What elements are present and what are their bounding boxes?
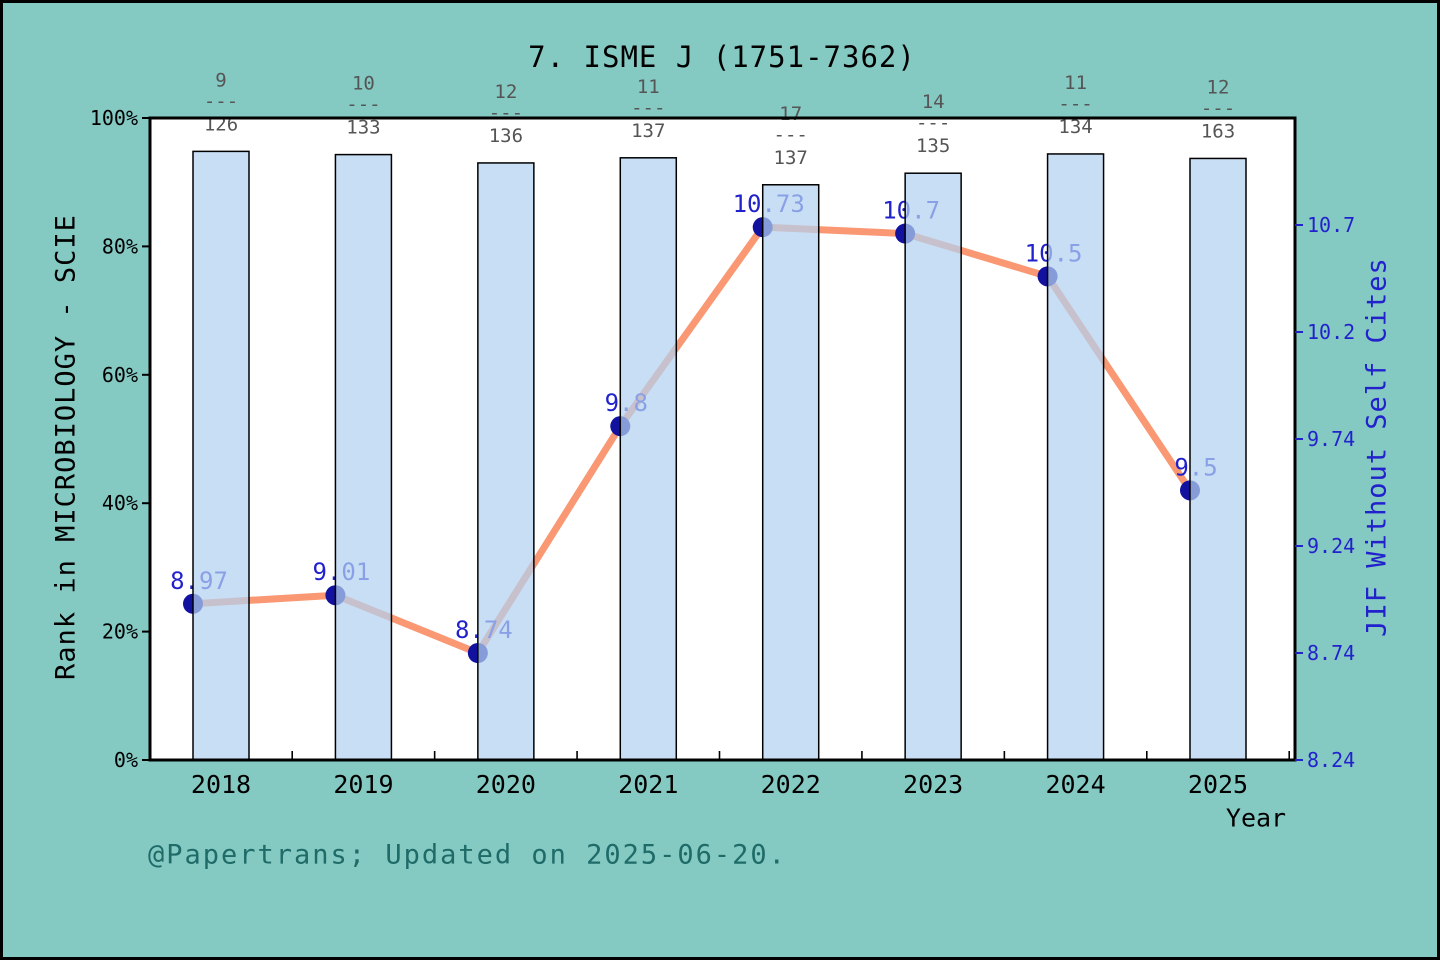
chart-title: 7. ISME J (1751-7362) <box>528 40 916 74</box>
right-axis-tick-label: 9.24 <box>1307 534 1355 558</box>
rank-numerator: 12 <box>1207 76 1230 98</box>
x-axis-tick-label: 2025 <box>1188 770 1248 799</box>
right-axis-tick-label: 8.74 <box>1307 641 1355 665</box>
rank-numerator: 11 <box>637 76 660 98</box>
right-axis-tick-label: 10.2 <box>1307 320 1355 344</box>
left-axis-tick-label: 20% <box>102 620 138 644</box>
x-axis-tick-label: 2021 <box>618 770 678 799</box>
rank-separator: --- <box>774 124 808 146</box>
left-axis-tick-label: 100% <box>90 106 138 130</box>
rank-separator: --- <box>489 102 523 124</box>
rank-denominator: 137 <box>631 120 665 142</box>
x-axis-tick-label: 2024 <box>1045 770 1105 799</box>
rank-bar <box>904 172 962 761</box>
x-axis-tick-label: 2020 <box>476 770 536 799</box>
rank-numerator: 12 <box>494 81 517 103</box>
rank-bar <box>761 184 820 761</box>
rank-denominator: 133 <box>346 117 380 139</box>
plot-background <box>150 118 1295 760</box>
rank-numerator: 9 <box>215 69 226 91</box>
right-axis-tick-label: 9.74 <box>1307 427 1355 451</box>
rank-separator: --- <box>916 112 950 134</box>
watermark-annotation: @Papertrans; Updated on 2025-06-20. <box>148 839 787 871</box>
rank-bar <box>477 162 535 761</box>
x-axis-tick-label: 2022 <box>761 770 821 799</box>
rank-numerator: 14 <box>922 91 945 113</box>
x-axis-title: Year <box>1225 803 1287 833</box>
left-axis-tick-label: 60% <box>102 363 138 387</box>
left-axis-tick-label: 80% <box>102 234 138 258</box>
rank-separator: --- <box>1058 93 1092 115</box>
rank-bar <box>192 150 250 761</box>
x-axis-tick-label: 2019 <box>333 770 393 799</box>
rank-numerator: 10 <box>352 73 375 95</box>
rank-separator: --- <box>631 97 665 119</box>
rank-bar <box>1046 153 1105 761</box>
right-axis-tick-label: 8.24 <box>1307 748 1355 772</box>
rank-denominator: 134 <box>1058 116 1092 138</box>
rank-separator: --- <box>204 90 238 112</box>
left-axis-title: Rank in MICROBIOLOGY - SCIE <box>50 214 82 680</box>
rank-bar <box>619 157 678 761</box>
rank-denominator: 163 <box>1201 120 1235 142</box>
rank-bar <box>334 153 393 761</box>
x-axis-tick-label: 2018 <box>191 770 251 799</box>
rank-denominator: 135 <box>916 135 950 157</box>
rank-separator: --- <box>346 94 380 116</box>
rank-separator: --- <box>1201 97 1235 119</box>
right-axis-title: JIF Without Self Cites <box>1361 257 1393 637</box>
left-axis-tick-label: 0% <box>114 748 138 772</box>
rank-bar <box>1189 157 1247 761</box>
rank-denominator: 137 <box>774 147 808 169</box>
x-axis-tick-label: 2023 <box>903 770 963 799</box>
left-axis-tick-label: 40% <box>102 491 138 515</box>
rank-numerator: 11 <box>1064 72 1087 94</box>
rank-denominator: 136 <box>489 125 523 147</box>
right-axis-tick-label: 10.7 <box>1307 213 1355 237</box>
rank-numerator: 17 <box>779 103 802 125</box>
